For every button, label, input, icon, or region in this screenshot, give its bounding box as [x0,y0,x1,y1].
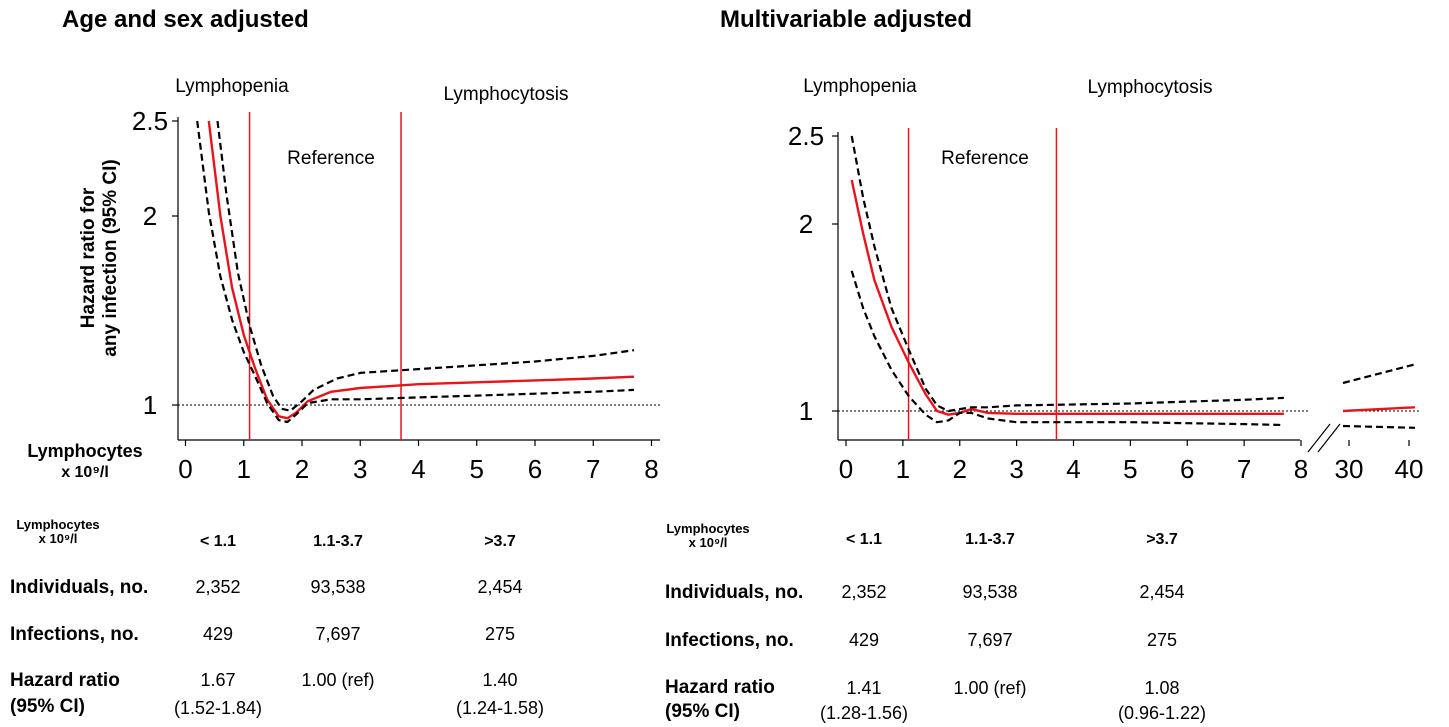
x-tick-label: 3 [1009,454,1023,484]
annotation-lymphocytosis: Lymphocytosis [444,84,569,105]
x-tick-label: 30 [1335,454,1364,484]
confidence-interval-line [850,270,1284,427]
table-cell: 7,697 [315,624,361,644]
x-tick-label: 4 [411,454,425,484]
table-cell: (1.28-1.56) [819,703,909,723]
y-axis-label: Hazard ratio for any infection (95% CI) [78,159,121,356]
table-header-label: Lymphocytes x 10⁹/l [12,518,104,546]
y-axis-label-line: any infection (95% CI) [100,159,121,356]
table-header-label-line2: x 10⁹/l [38,531,78,546]
table-cell: 7,697 [967,630,1013,650]
table-cell: 1.00 (ref) [953,678,1027,698]
y-tick-label: 2 [143,201,157,231]
row-label-hazard-ratio-line2: (95% CI) [10,696,85,717]
x-tick-label: 5 [470,454,484,484]
column-header-reference: 1.1-3.7 [965,531,1015,548]
table-cell: 1.41 [846,678,882,698]
hazard-ratio-line [1342,406,1416,413]
x-tick-label: 4 [1066,454,1080,484]
confidence-interval-line [1342,363,1416,385]
row-label-hazard-ratio: Hazard ratio (95% CI) [10,668,120,720]
hazard-ratio-line [207,120,635,420]
y-tick-label: 1 [799,396,813,426]
x-axis-label-line1: Lymphocytes [27,441,143,461]
x-tick-label: 3 [353,454,367,484]
y-tick-label: 2.5 [788,121,824,151]
y-tick-label: 2.5 [132,106,168,136]
x-tick-label: 40 [1395,454,1424,484]
x-tick-label: 8 [644,454,658,484]
row-label-individuals: Individuals, no. [665,582,804,603]
table-header-label-line1: Lymphocytes [16,517,100,532]
row-label-hazard-ratio: Hazard ratio (95% CI) [665,676,775,724]
axis-break-mark [1307,423,1331,453]
table-cell: 275 [1146,630,1178,650]
annotation-lymphopenia: Lymphopenia [803,76,917,97]
table-header-label-line2: x 10⁹/l [688,535,728,550]
x-tick-label: 2 [953,454,967,484]
table-cell: 275 [484,624,516,644]
column-header-low: < 1.1 [845,531,883,548]
column-header-reference: 1.1-3.7 [313,533,363,550]
column-header-high: >3.7 [1146,531,1178,548]
confidence-interval-line [1342,424,1416,429]
table-cell: (1.24-1.58) [455,698,545,718]
y-tick-label: 1 [143,390,157,420]
x-tick-label: 1 [896,454,910,484]
column-header-high: >3.7 [484,533,516,550]
table-cell: 429 [848,630,880,650]
x-tick-label: 7 [586,454,600,484]
left-panel-title: Age and sex adjusted [62,6,309,33]
table-cell: (1.52-1.84) [173,698,263,718]
table-cell: 2,454 [477,577,523,597]
annotation-reference: Reference [287,148,375,169]
row-label-infections: Infections, no. [10,624,139,645]
x-tick-label: 6 [528,454,542,484]
row-label-hazard-ratio-line1: Hazard ratio [665,677,775,698]
x-tick-label: 1 [237,454,251,484]
table-cell: 2,352 [841,582,887,602]
x-axis-label-left: Lymphocytes x 10⁹/l [10,440,160,484]
table-cell: 2,454 [1139,582,1185,602]
right-panel-title: Multivariable adjusted [720,6,973,33]
confidence-interval-line [196,120,635,424]
x-tick-label: 6 [1180,454,1194,484]
table-header-label: Lymphocytes x 10⁹/l [662,522,754,550]
x-tick-label: 0 [839,454,853,484]
x-tick-label: 7 [1237,454,1251,484]
x-tick-label: 0 [178,454,192,484]
x-tick-label: 8 [1294,454,1308,484]
hazard-ratio-line [850,179,1284,416]
table-cell: 1.67 [200,670,236,690]
table-cell: 1.08 [1144,678,1180,698]
annotation-reference: Reference [941,148,1029,169]
column-header-low: < 1.1 [199,533,237,550]
y-axis-label-line: Hazard ratio for [78,187,99,328]
x-tick-label: 5 [1123,454,1137,484]
table-cell: (0.96-1.22) [1117,703,1207,723]
table-cell: 429 [202,624,234,644]
table-cell: 1.00 (ref) [301,670,375,690]
row-label-infections: Infections, no. [665,630,794,651]
row-label-individuals: Individuals, no. [10,577,149,598]
axis-break-mark [1317,423,1341,453]
table-cell: 1.40 [482,670,518,690]
confidence-interval-line [850,135,1284,413]
table-cell: 2,352 [195,577,241,597]
y-tick-label: 2 [799,209,813,239]
x-tick-label: 2 [295,454,309,484]
table-cell: 93,538 [962,582,1018,602]
row-label-hazard-ratio-line1: Hazard ratio [10,670,120,691]
confidence-interval-line [216,120,635,412]
table-header-label-line1: Lymphocytes [666,521,750,536]
annotation-lymphocytosis: Lymphocytosis [1088,77,1213,98]
row-label-hazard-ratio-line2: (95% CI) [665,701,740,722]
charts-canvas: 122.50 1 2 3 4 5 6 7 8LymphopeniaReferenceLympho… [78,76,1424,484]
annotation-lymphopenia: Lymphopenia [175,76,289,97]
table-cell: 93,538 [310,577,366,597]
x-axis-label-line2: x 10⁹/l [61,464,109,481]
